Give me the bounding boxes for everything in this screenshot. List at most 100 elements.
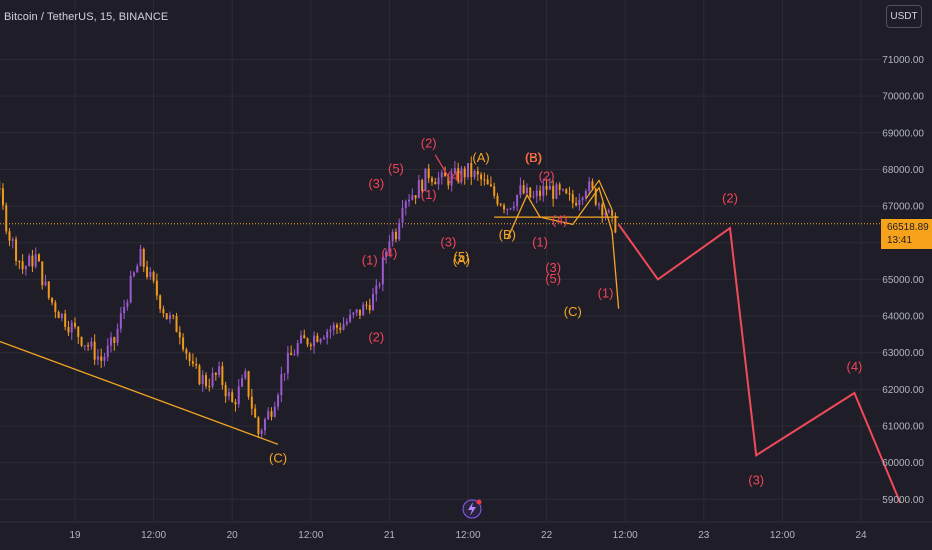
candle-body <box>388 241 391 252</box>
chart-grid <box>0 0 881 522</box>
candle-body <box>231 392 234 402</box>
candle-body <box>385 251 388 258</box>
x-tick-label: 12:00 <box>298 530 323 541</box>
candle-body <box>306 338 309 345</box>
price-axis[interactable]: 59000.00 60000.00 61000.00 62000.00 63000.00… <box>882 55 924 506</box>
wave-segment <box>585 179 613 211</box>
candle-body <box>263 419 266 431</box>
wave-label: (3) <box>440 234 456 249</box>
candle-body <box>244 371 247 379</box>
candle-body <box>368 305 371 311</box>
candle-body <box>237 386 240 405</box>
wave-label: (C) <box>269 451 287 466</box>
candle-body <box>129 275 132 303</box>
wave-label: (2) <box>539 168 555 183</box>
y-tick-label: 68000.00 <box>882 165 924 176</box>
wave-label: (3) <box>545 260 561 275</box>
wave-line-2 <box>617 223 902 504</box>
candle-body <box>280 374 283 396</box>
candle-body <box>601 204 604 216</box>
candle-body <box>516 194 519 207</box>
candle-body <box>575 202 578 206</box>
x-tick-label: 21 <box>384 530 396 541</box>
candle-body <box>529 187 532 198</box>
candle-body <box>509 208 512 210</box>
candle-body <box>381 257 384 285</box>
alert-dot <box>476 499 482 505</box>
candle-body <box>342 324 345 330</box>
wave-line-3 <box>506 186 620 309</box>
candle-body <box>594 188 597 205</box>
candle-body <box>191 361 194 364</box>
wave-label: (4) <box>552 212 568 227</box>
candle-body <box>565 189 568 194</box>
candlestick-series <box>0 156 617 439</box>
candle-body <box>489 184 492 187</box>
candle-body <box>126 302 129 307</box>
candle-body <box>1 188 4 206</box>
candle-body <box>0 188 1 190</box>
candle-body <box>116 328 119 343</box>
candle-body <box>591 181 594 189</box>
candle-body <box>41 261 44 286</box>
candle-body <box>270 411 273 417</box>
x-tick-label: 12:00 <box>613 530 638 541</box>
candle-body <box>142 248 145 267</box>
candle-body <box>424 168 427 192</box>
candle-body <box>139 248 142 267</box>
candle-body <box>411 195 414 200</box>
candle-body <box>450 172 453 186</box>
candle-body <box>11 239 14 241</box>
candle-body <box>365 304 368 306</box>
candle-body <box>165 313 168 320</box>
wave-label: (4) <box>447 168 463 183</box>
y-tick-label: 64000.00 <box>882 312 924 323</box>
candle-body <box>332 324 335 330</box>
wave-label: (1) <box>598 286 614 301</box>
currency-button[interactable]: USDT <box>886 5 922 28</box>
y-tick-label: 71000.00 <box>882 55 924 66</box>
lightning-icon <box>468 502 476 516</box>
candle-body <box>545 185 548 190</box>
x-tick-label: 12:00 <box>141 530 166 541</box>
wave-labels: (C)(2)(5)(3)(1) (4)(2)(1)(4)(3)(A)(5)(A)(… <box>269 135 862 487</box>
candle-body <box>273 406 276 417</box>
candle-body <box>561 189 564 191</box>
candle-body <box>283 373 286 375</box>
candle-body <box>267 411 270 420</box>
candle-body <box>5 205 8 232</box>
candle-body <box>372 294 375 311</box>
candle-body <box>401 207 404 223</box>
candle-body <box>286 352 289 374</box>
candle-body <box>296 342 299 355</box>
candle-body <box>54 302 57 312</box>
candle-body <box>119 313 122 329</box>
candle-body <box>103 356 106 361</box>
candle-body <box>555 184 558 199</box>
candle-body <box>21 261 24 270</box>
y-tick-label: 62000.00 <box>882 385 924 396</box>
candle-body <box>421 180 424 192</box>
x-tick-label: 23 <box>698 530 710 541</box>
candle-body <box>28 255 31 267</box>
alert-marker[interactable] <box>462 499 482 519</box>
candle-body <box>440 172 443 178</box>
candle-body <box>168 315 171 320</box>
wave-label: (5) <box>388 161 404 176</box>
candle-body <box>496 195 499 205</box>
candle-body <box>201 375 204 385</box>
candle-body <box>178 332 181 338</box>
candle-body <box>476 171 479 175</box>
wave-label: (C) <box>564 304 582 319</box>
symbol-title[interactable]: Bitcoin / TetherUS, 15, BINANCE <box>4 11 169 23</box>
candle-body <box>329 329 332 332</box>
candle-body <box>74 322 76 327</box>
candle-body <box>470 163 473 177</box>
time-axis[interactable]: 19 12:00 20 12:00 21 12:00 22 12:00 23 12:00 24 <box>0 521 932 541</box>
candle-body <box>539 190 542 196</box>
candle-body <box>467 163 469 178</box>
candle-body <box>254 408 257 418</box>
wave-label: (A) <box>472 150 489 165</box>
candle-body <box>552 185 555 199</box>
